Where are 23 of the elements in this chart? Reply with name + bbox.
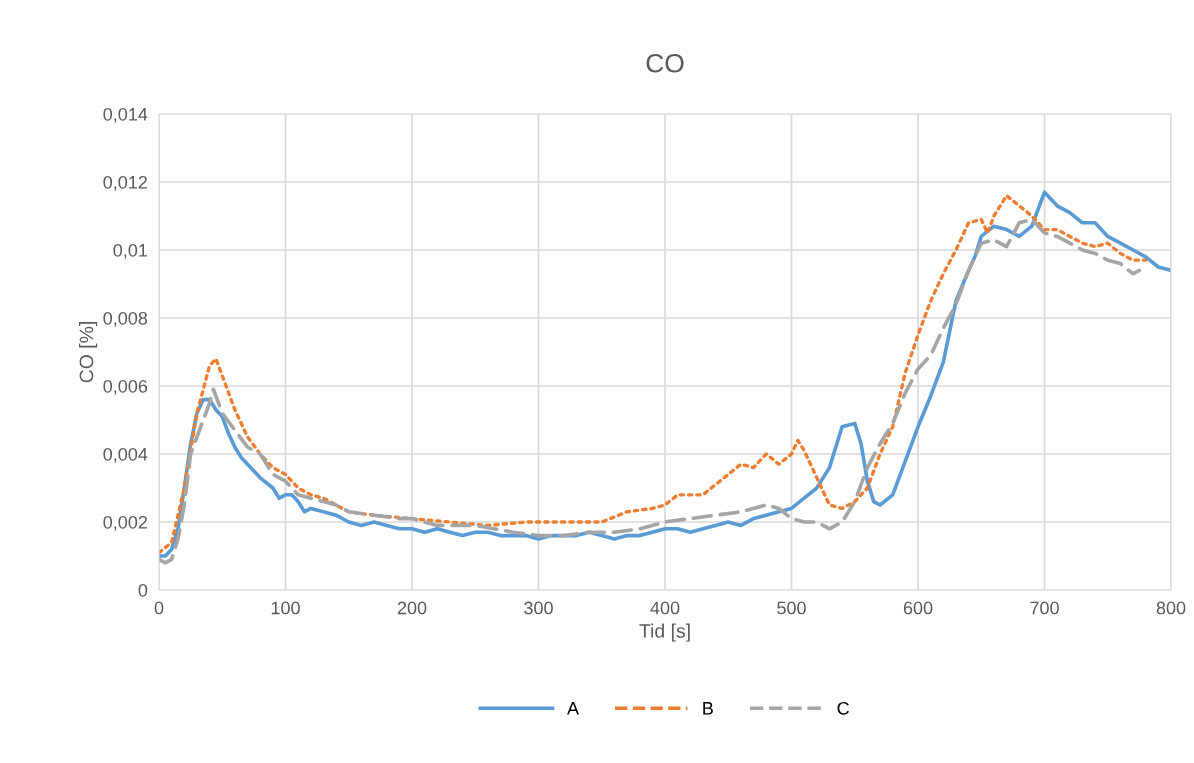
x-tick-label: 800: [1156, 601, 1186, 615]
x-tick-label: 600: [903, 601, 933, 615]
x-tick-label: 0: [154, 601, 164, 615]
x-tick-label: 100: [271, 601, 300, 615]
y-tick-label: 0: [138, 583, 148, 597]
y-tick-label: 0,002: [103, 515, 147, 531]
y-tick-label: 0,012: [103, 175, 147, 191]
y-axis-title: CO [%]: [79, 322, 98, 383]
x-tick-label: 300: [524, 601, 553, 615]
x-tick-label: 400: [650, 601, 680, 615]
y-tick-label: 0,01: [113, 243, 148, 259]
y-tick-label: 0,008: [103, 311, 148, 327]
x-axis-title: Tid [s]: [639, 623, 690, 642]
y-tick-label: 0,006: [103, 379, 148, 395]
legend-label: A: [567, 702, 579, 715]
x-tick-label: 500: [777, 601, 806, 615]
legend-label: C: [837, 701, 849, 715]
y-tick-label: 0,004: [103, 447, 148, 463]
x-tick-label: 700: [1030, 601, 1059, 615]
y-tick-label: 0,014: [103, 107, 148, 123]
x-tick-label: 200: [397, 601, 427, 615]
chart-title: CO: [646, 53, 684, 73]
legend-label: B: [703, 702, 713, 715]
